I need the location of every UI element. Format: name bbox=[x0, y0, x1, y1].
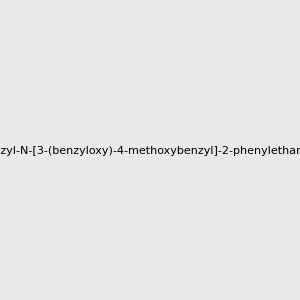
Text: N-benzyl-N-[3-(benzyloxy)-4-methoxybenzyl]-2-phenylethanamine: N-benzyl-N-[3-(benzyloxy)-4-methoxybenzy… bbox=[0, 146, 300, 157]
